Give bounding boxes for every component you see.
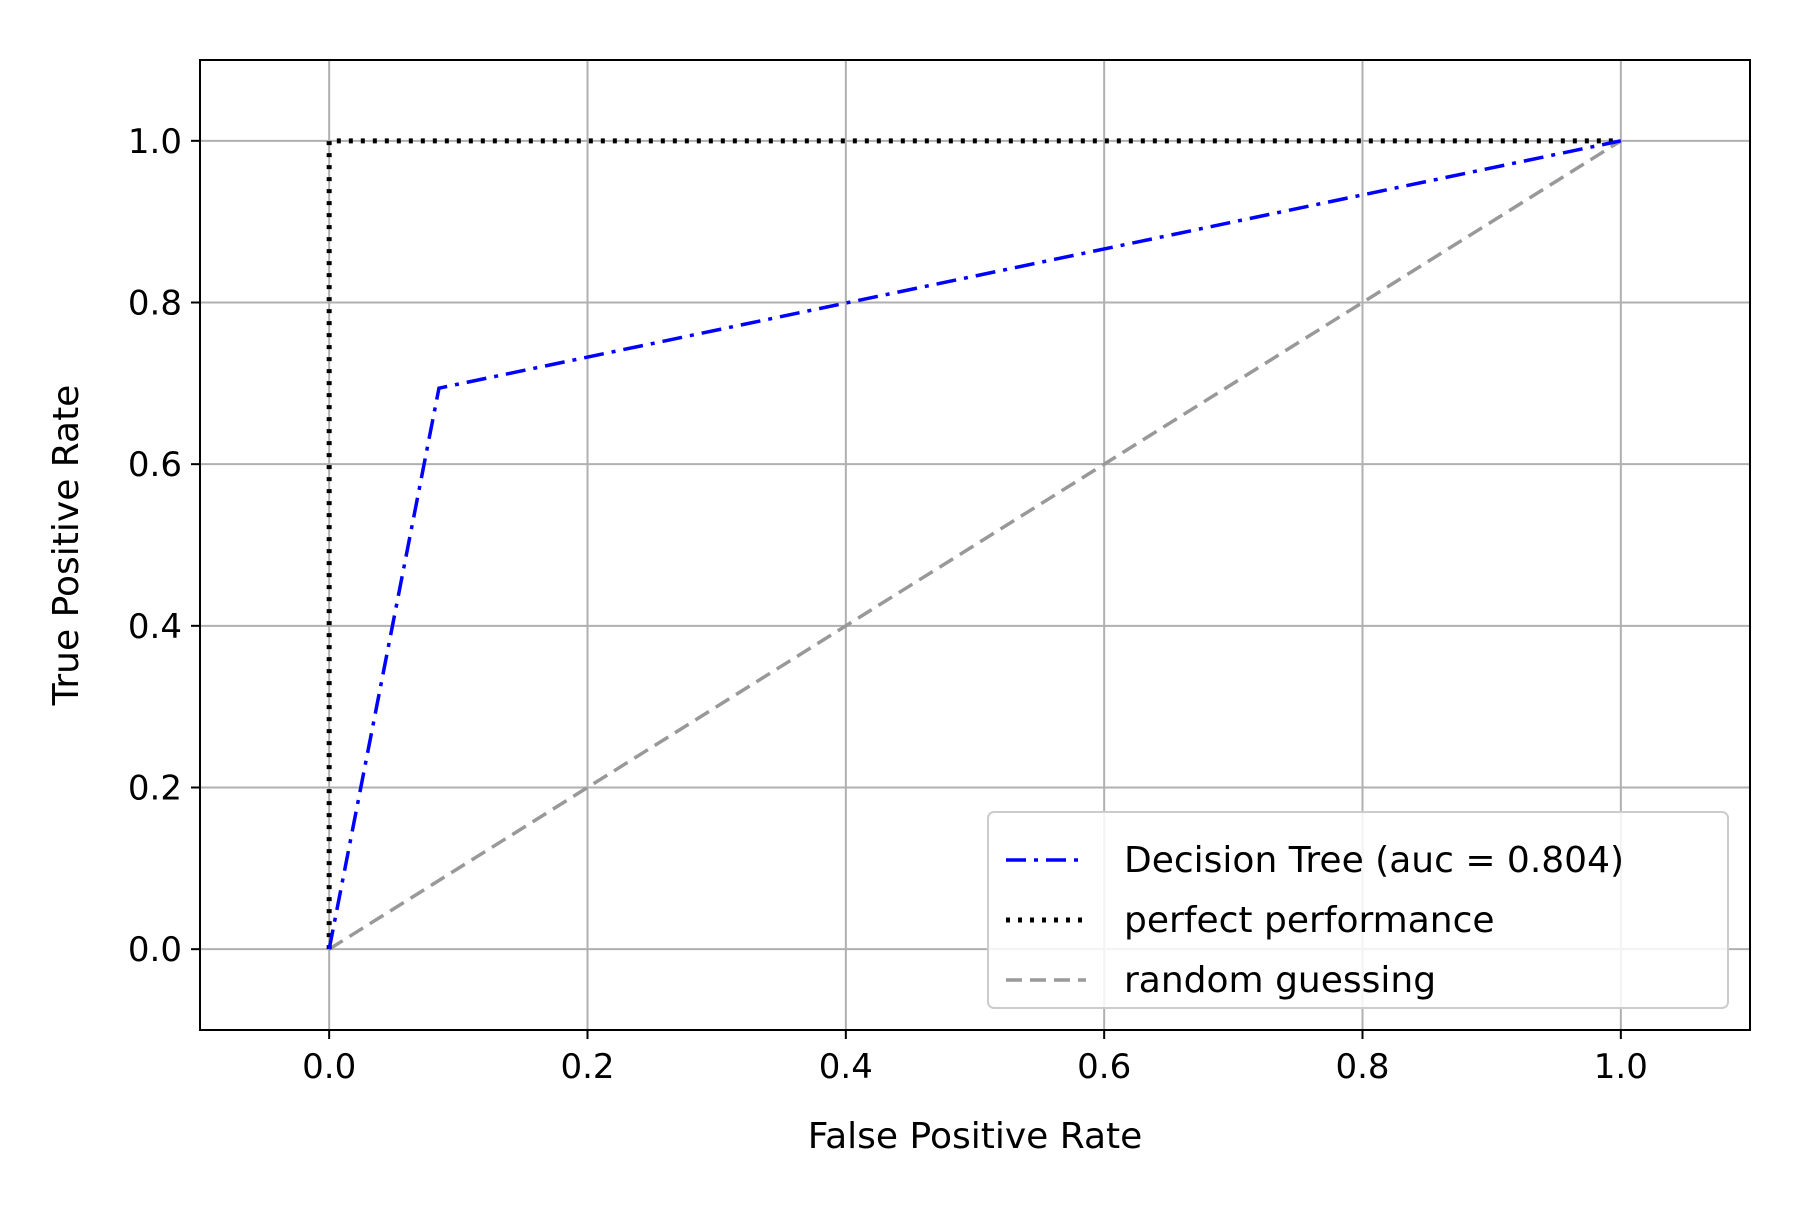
tick-layer: 0.0 0.2 0.4 0.6 0.8 1.0 0.0 0.2 0.4 0.6 0.8 1.0 [128, 122, 1648, 1087]
series-layer [326, 138, 1622, 951]
x-axis-title: False Positive Rate [808, 1116, 1143, 1157]
x-tick-label: 0.8 [1335, 1047, 1389, 1087]
x-tick-label: 0.6 [1077, 1047, 1131, 1087]
y-tick-label: 0.0 [128, 930, 182, 970]
y-tick-label: 0.2 [128, 769, 182, 809]
y-tick-label: 1.0 [128, 122, 182, 162]
series-line-random-guessing [328, 139, 1622, 951]
x-tick-label: 0.2 [560, 1047, 614, 1087]
x-tick-label: 1.0 [1594, 1047, 1648, 1087]
series-line-decision-tree-auc-0-804 [327, 139, 1622, 950]
plot-frame [199, 59, 1751, 1031]
y-tick-label: 0.4 [128, 607, 182, 647]
series-line-perfect-performance [326, 138, 1621, 950]
x-tick-label: 0.0 [302, 1047, 356, 1087]
y-tick-label: 0.6 [128, 445, 182, 485]
y-axis-title: True Positive Rate [46, 385, 87, 707]
legend-label: perfect performance [1124, 900, 1495, 941]
x-tick-label: 0.4 [819, 1047, 873, 1087]
legend-box [987, 811, 1729, 1009]
legend: Decision Tree (auc = 0.804) perfect perfo… [987, 811, 1729, 1009]
y-tick-label: 0.8 [128, 284, 182, 324]
legend-label: random guessing [1124, 960, 1436, 1001]
legend-label: Decision Tree (auc = 0.804) [1124, 840, 1624, 881]
